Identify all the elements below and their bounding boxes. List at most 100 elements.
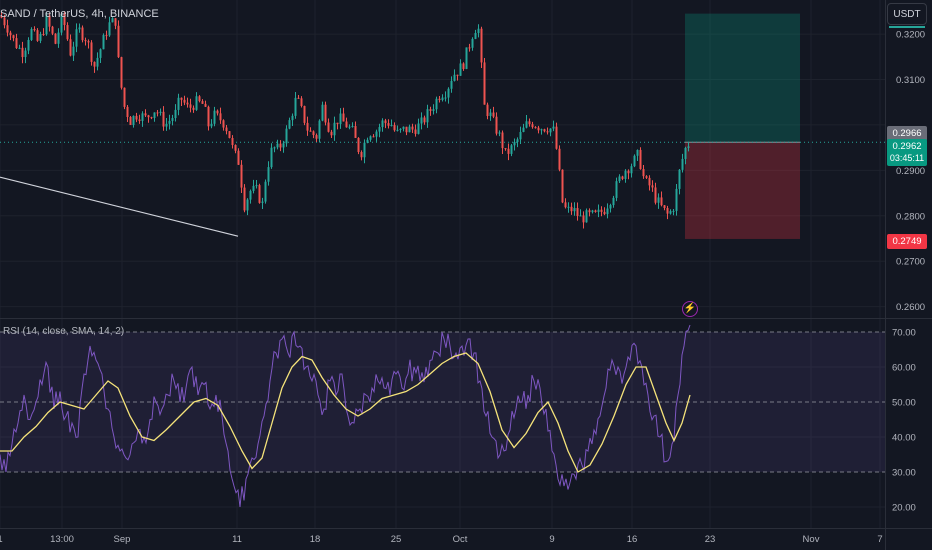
candle-body [474,33,477,39]
candle-body [672,210,675,212]
candle-body [51,26,54,34]
candle-body [87,41,90,43]
candle-body [684,147,687,159]
candle-body [369,136,372,140]
candle-body [9,32,12,36]
lightning-icon[interactable]: ⚡ [682,301,698,317]
candle-body [579,215,582,217]
candle-body [123,87,126,107]
candle-body [558,148,561,170]
candle-body [471,38,474,48]
candle-body [426,109,429,123]
candle-body [630,166,633,174]
trendline [0,176,239,237]
candle-body [324,104,327,123]
candle-body [573,208,576,212]
candle-body [297,97,300,99]
candle-body [384,120,387,124]
candle-body [309,130,312,132]
candle-body [105,35,108,37]
candle-body [132,115,135,126]
candle-body [423,117,426,123]
price-tick-label: 0.2900 [896,166,925,177]
candle-body [351,126,354,128]
candle-body [525,121,528,128]
candle-body [348,126,351,128]
candle-body [189,104,192,108]
candle-body [63,14,66,26]
candle-body [18,47,21,49]
candle-body [657,197,660,203]
candle-body [57,32,60,44]
candle-body [339,113,342,125]
candle-body [234,145,237,151]
candle-body [342,113,345,122]
candle-body [495,116,498,134]
candle-body [459,63,462,76]
candle-body [204,103,207,107]
candle-body [642,169,645,177]
candle-body [594,210,597,212]
candle-body [12,35,15,39]
candle-body [627,170,630,174]
candle-body [390,125,393,127]
candle-body [591,210,594,213]
candle-body [321,104,324,121]
candle-body [186,102,189,105]
candle-body [648,177,651,186]
candle-body [669,211,672,214]
candle-body [24,50,27,58]
candle-body [156,112,159,114]
time-tick-label: Nov [803,534,820,545]
candle-body [609,205,612,209]
rsi-tick-label: 70.00 [892,328,916,339]
candle-body [636,149,639,156]
candle-body [447,88,450,98]
stop-zone [685,142,800,239]
candle-body [546,131,549,133]
candle-body [291,115,294,121]
time-tick-label: 11 [232,534,242,545]
currency-button[interactable]: USDT [887,3,927,25]
candle-body [531,124,534,128]
candle-body [363,142,366,158]
candle-body [330,131,333,136]
candle-body [372,136,375,138]
candle-body [75,29,78,47]
candle-body [588,210,591,213]
rsi-tick-label: 30.00 [892,468,916,479]
candle-body [453,74,456,81]
candle-body [522,127,525,132]
candle-body [315,135,318,139]
candle-body [651,185,654,188]
candle-body [240,164,243,188]
candle-body [675,188,678,211]
candle-body [411,126,414,130]
candle-body [90,42,93,62]
candles-group [0,11,690,229]
candle-body [69,39,72,56]
rsi-tick-label: 40.00 [892,433,916,444]
candle-body [561,169,564,203]
time-tick-label: 16 [627,534,638,545]
candle-body [126,106,129,118]
candle-body [660,197,663,206]
time-tick-label: 9 [549,534,554,545]
candle-body [405,126,408,133]
candle-body [354,126,357,138]
candle-body [138,119,141,121]
candle-body [318,120,321,139]
candle-body [528,121,531,125]
candle-body [108,22,111,36]
candle-body [114,18,117,26]
candle-body [258,185,261,203]
candle-body [84,40,87,42]
candle-body [141,113,144,121]
candle-body [360,152,363,158]
candle-body [381,120,384,128]
candle-body [615,181,618,198]
candle-body [600,209,603,212]
candle-body [639,149,642,170]
